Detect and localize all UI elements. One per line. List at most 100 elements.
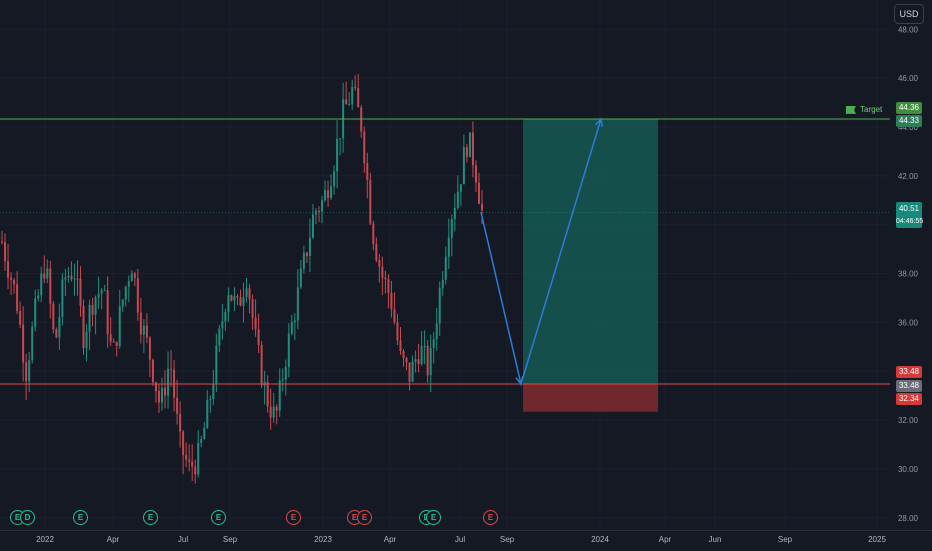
candle-body — [161, 387, 163, 403]
stop-level-tag: 33.48 — [896, 380, 922, 392]
candle-body — [25, 362, 28, 382]
candle-body — [148, 337, 151, 360]
y-tick-label: 42.00 — [898, 172, 919, 181]
candle-body — [366, 163, 369, 180]
candle-body — [52, 303, 55, 330]
candle-body — [212, 384, 215, 400]
candle-body — [151, 359, 154, 383]
candle-body — [299, 268, 302, 288]
candle-body — [444, 256, 447, 280]
candle-body — [46, 268, 49, 279]
horizontal-levels — [0, 118, 890, 385]
candle-body — [121, 299, 124, 307]
candle-body — [375, 243, 378, 261]
candle-body — [287, 333, 290, 368]
candle-body — [408, 362, 411, 382]
stop-loss-tag: 32.34 — [896, 393, 922, 405]
candle-body — [19, 311, 22, 325]
candle-body — [462, 147, 465, 185]
candle-body — [103, 290, 106, 292]
candle-body — [118, 306, 121, 347]
candle-body — [308, 237, 311, 257]
candle-body — [64, 277, 67, 280]
candle-body — [275, 406, 278, 411]
y-tick-label: 28.00 — [898, 514, 919, 523]
candle-body — [438, 288, 441, 324]
x-tick-label: Jul — [178, 535, 188, 544]
candle-body — [4, 242, 7, 262]
currency-button[interactable]: USD — [894, 4, 924, 24]
earnings-icon[interactable]: E — [286, 510, 301, 525]
candle-body — [227, 295, 230, 312]
candle-body — [88, 304, 91, 332]
candle-body — [109, 334, 112, 342]
candle-body — [22, 324, 25, 363]
candle-body — [130, 273, 133, 282]
earnings-icon[interactable]: E — [426, 510, 441, 525]
candle-body — [79, 278, 82, 306]
candle-body — [432, 339, 435, 349]
candle-body — [182, 431, 185, 456]
candle-body — [185, 455, 188, 460]
candle-body — [290, 322, 293, 334]
earnings-icon[interactable]: E — [483, 510, 498, 525]
candle-body — [266, 382, 269, 407]
x-tick-label: Apr — [107, 535, 120, 544]
candle-body — [384, 277, 387, 280]
loss-zone — [523, 383, 658, 412]
candle-body — [317, 211, 320, 213]
earnings-icon[interactable]: E — [211, 510, 226, 525]
candle-body — [429, 348, 432, 376]
earnings-icon[interactable]: E — [143, 510, 158, 525]
candle-body — [411, 361, 414, 382]
candle-body — [345, 99, 348, 105]
candle-body — [272, 406, 275, 418]
candle-body — [456, 191, 459, 208]
candle-body — [145, 325, 148, 338]
candle-body — [230, 295, 233, 301]
candle-body — [224, 311, 227, 322]
candle-body — [441, 279, 444, 289]
candle-body — [76, 278, 79, 280]
candle-body — [378, 260, 381, 267]
candle-body — [339, 138, 342, 140]
candle-body — [55, 329, 58, 338]
candle-body — [170, 369, 173, 371]
candle-body — [305, 252, 308, 257]
y-tick-label: 32.00 — [898, 416, 919, 425]
candle-body — [348, 104, 351, 106]
candle-body — [239, 297, 242, 306]
arrow-head — [515, 375, 524, 386]
y-tick-label: 48.00 — [898, 25, 919, 34]
candle-body — [31, 326, 34, 361]
profit-zone — [523, 118, 658, 384]
candle-body — [91, 304, 94, 315]
candle-body — [369, 179, 372, 224]
candle-body — [324, 190, 327, 201]
candle-body — [260, 344, 263, 386]
candle-body — [357, 87, 360, 108]
candle-body — [293, 320, 296, 323]
candle-body — [465, 147, 468, 157]
candle-body — [471, 132, 474, 166]
time-axis[interactable] — [0, 530, 932, 551]
candle-body — [417, 359, 420, 365]
candle-body — [284, 367, 287, 380]
candle-body — [82, 305, 85, 348]
candle-body — [423, 345, 426, 347]
candle-body — [139, 312, 142, 335]
candle-body — [420, 346, 423, 365]
earnings-icon[interactable]: E — [73, 510, 88, 525]
candle-body — [85, 331, 88, 348]
x-tick-label: Sep — [500, 535, 515, 544]
candlesticks — [1, 74, 483, 484]
x-tick-label: Sep — [223, 535, 238, 544]
candle-body — [453, 207, 456, 220]
dividend-icon[interactable]: D — [20, 510, 35, 525]
x-tick-label: Sep — [778, 535, 793, 544]
earnings-icon[interactable]: E — [357, 510, 372, 525]
candle-body — [73, 278, 76, 280]
candle-body — [218, 328, 221, 346]
candle-body — [13, 279, 16, 285]
